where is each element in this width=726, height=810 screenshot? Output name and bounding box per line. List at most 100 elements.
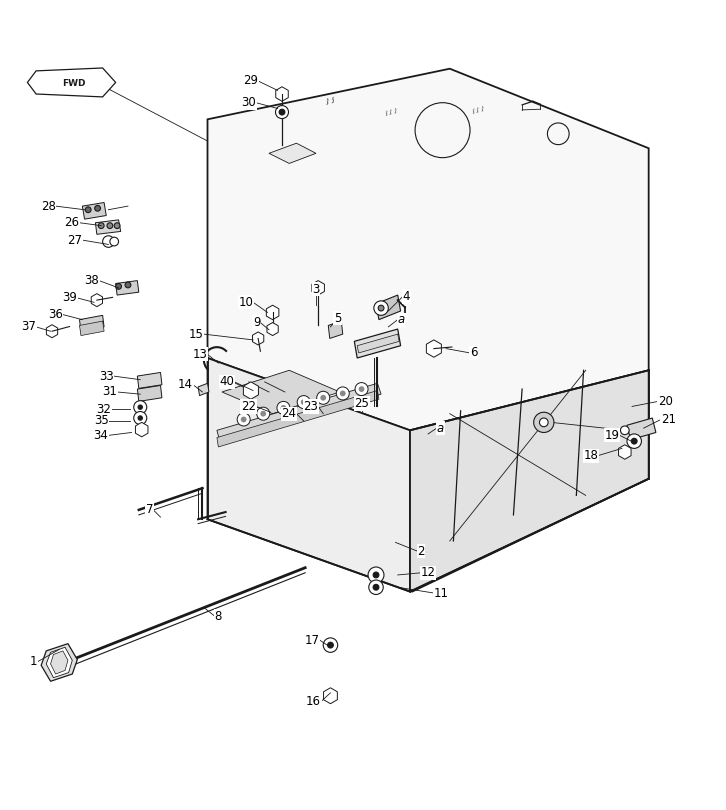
Text: 29: 29 (243, 75, 258, 87)
Circle shape (241, 416, 247, 422)
Text: 7: 7 (146, 503, 153, 516)
Polygon shape (328, 321, 343, 339)
Polygon shape (137, 373, 162, 388)
Circle shape (539, 418, 548, 427)
Polygon shape (136, 422, 148, 437)
Circle shape (320, 394, 326, 401)
Polygon shape (46, 325, 57, 338)
Polygon shape (619, 445, 631, 459)
Circle shape (107, 223, 113, 228)
Circle shape (317, 391, 330, 404)
Text: 21: 21 (661, 413, 676, 426)
Text: 25: 25 (354, 397, 369, 410)
Polygon shape (627, 418, 656, 440)
Text: 9: 9 (253, 316, 261, 329)
Text: 12: 12 (421, 566, 436, 579)
Circle shape (134, 411, 147, 424)
Polygon shape (253, 332, 264, 345)
Circle shape (373, 572, 379, 578)
Polygon shape (269, 143, 316, 164)
Circle shape (98, 223, 104, 228)
Polygon shape (222, 370, 340, 414)
Text: 30: 30 (241, 96, 256, 109)
Text: 22: 22 (241, 400, 256, 413)
Polygon shape (267, 322, 278, 335)
Text: 31: 31 (102, 386, 117, 399)
Circle shape (369, 580, 383, 595)
Circle shape (114, 223, 120, 228)
Polygon shape (41, 644, 78, 681)
Text: 40: 40 (219, 375, 234, 388)
Text: 27: 27 (68, 233, 82, 246)
Text: 3: 3 (312, 283, 319, 296)
Polygon shape (354, 329, 401, 358)
Circle shape (297, 395, 310, 408)
Text: 4: 4 (403, 290, 410, 303)
Polygon shape (79, 321, 104, 335)
Polygon shape (217, 383, 381, 441)
Text: 26: 26 (65, 216, 79, 229)
Text: 5: 5 (334, 312, 341, 325)
Polygon shape (115, 280, 139, 295)
Text: 14: 14 (178, 378, 193, 391)
Circle shape (627, 434, 642, 449)
Polygon shape (243, 382, 258, 399)
Circle shape (621, 426, 629, 435)
Polygon shape (137, 386, 162, 402)
Polygon shape (95, 220, 121, 234)
Polygon shape (82, 202, 106, 220)
Polygon shape (357, 334, 399, 353)
Text: 15: 15 (189, 327, 204, 341)
Polygon shape (426, 340, 441, 357)
Text: J  J: J J (325, 97, 335, 105)
Text: 36: 36 (48, 308, 63, 321)
Circle shape (323, 638, 338, 652)
Circle shape (327, 642, 333, 648)
Text: 11: 11 (434, 586, 449, 599)
Text: 16: 16 (306, 695, 321, 708)
Circle shape (138, 405, 142, 409)
Text: 28: 28 (41, 199, 56, 212)
Polygon shape (266, 305, 279, 320)
Circle shape (340, 390, 346, 396)
Text: 10: 10 (238, 296, 253, 309)
Polygon shape (538, 416, 551, 431)
Polygon shape (217, 390, 379, 447)
Text: 38: 38 (84, 274, 99, 287)
Polygon shape (376, 295, 401, 320)
Text: 6: 6 (470, 347, 478, 360)
Text: a: a (398, 313, 405, 326)
Circle shape (138, 416, 142, 420)
Text: 18: 18 (583, 449, 598, 463)
Polygon shape (51, 651, 68, 674)
Circle shape (355, 382, 368, 395)
Circle shape (374, 301, 388, 315)
Circle shape (280, 405, 286, 411)
Polygon shape (312, 280, 325, 295)
Text: 37: 37 (21, 321, 36, 334)
Circle shape (301, 399, 306, 405)
Text: J  J  J: J J J (473, 106, 485, 114)
Circle shape (275, 105, 288, 118)
Polygon shape (208, 69, 648, 430)
Polygon shape (410, 370, 648, 591)
Text: 35: 35 (94, 415, 108, 428)
Text: 24: 24 (282, 407, 296, 420)
Circle shape (237, 413, 250, 426)
Text: 1: 1 (30, 655, 38, 668)
Circle shape (359, 386, 364, 392)
Text: 32: 32 (97, 403, 111, 416)
Text: J  J  J: J J J (386, 109, 399, 116)
Circle shape (378, 305, 384, 311)
Circle shape (134, 401, 147, 414)
Circle shape (632, 438, 637, 444)
Text: 8: 8 (215, 610, 222, 623)
Text: 33: 33 (99, 369, 113, 382)
Circle shape (336, 387, 349, 400)
Circle shape (534, 412, 554, 433)
Polygon shape (91, 293, 102, 307)
Circle shape (110, 237, 118, 246)
Circle shape (373, 584, 379, 590)
Circle shape (277, 402, 290, 415)
Circle shape (368, 567, 384, 583)
